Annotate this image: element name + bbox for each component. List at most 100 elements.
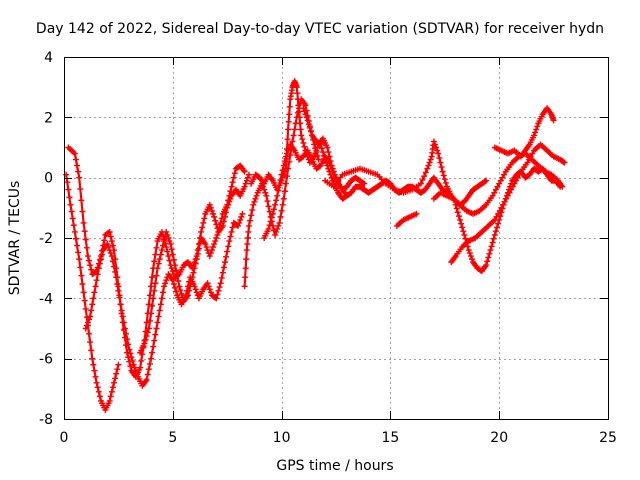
data-point-marker — [261, 186, 268, 193]
y-tick-label: -2 — [39, 231, 53, 247]
data-point-marker — [286, 103, 293, 110]
data-point-marker — [216, 224, 223, 231]
data-point-marker — [223, 253, 230, 260]
data-point-marker — [118, 307, 125, 314]
data-point-marker — [218, 215, 225, 222]
data-point-marker — [200, 219, 207, 226]
plot-frame — [64, 57, 609, 420]
data-point-marker — [111, 379, 118, 386]
data-point-marker — [436, 155, 443, 162]
data-point-marker — [86, 330, 93, 337]
data-point-marker — [245, 222, 252, 229]
data-point-marker — [87, 262, 94, 269]
data-point-marker — [304, 117, 311, 124]
data-point-marker — [550, 117, 557, 124]
data-point-marker — [231, 170, 238, 177]
data-point-marker — [245, 228, 252, 235]
data-point-marker — [108, 388, 115, 395]
data-point-marker — [173, 288, 180, 295]
data-point-marker — [533, 126, 540, 133]
data-point-marker — [90, 361, 97, 368]
data-point-marker — [114, 366, 121, 373]
data-point-marker — [311, 153, 318, 160]
data-point-marker — [228, 183, 235, 190]
data-point-marker — [211, 241, 218, 248]
data-point-marker — [83, 322, 90, 329]
x-axis-label: GPS time / hours — [276, 458, 393, 474]
data-point-marker — [151, 287, 158, 294]
data-point-marker — [208, 207, 215, 214]
data-point-marker — [243, 256, 250, 263]
data-point-marker — [527, 153, 534, 160]
data-point-marker — [160, 289, 167, 296]
data-point-marker — [113, 274, 120, 281]
data-point-marker — [225, 197, 232, 204]
data-point-marker — [281, 188, 288, 195]
data-point-marker — [151, 337, 158, 344]
data-point-marker — [161, 238, 168, 245]
data-point-marker — [157, 251, 164, 258]
data-point-marker — [202, 241, 209, 248]
data-point-marker — [210, 210, 217, 217]
data-point-marker — [285, 118, 292, 125]
data-point-marker — [155, 260, 162, 267]
data-point-marker — [167, 241, 174, 248]
data-point-marker — [89, 301, 96, 308]
data-point-marker — [457, 216, 464, 223]
data-point-marker — [422, 169, 429, 176]
data-point-marker — [133, 370, 140, 377]
x-tick-label: 20 — [490, 430, 508, 446]
data-point-marker — [79, 208, 86, 215]
series-sat-b — [63, 171, 122, 413]
data-point-marker — [454, 209, 461, 216]
data-point-marker — [150, 343, 157, 350]
data-point-marker — [239, 210, 246, 217]
data-point-marker — [68, 208, 75, 215]
data-point-marker — [245, 171, 252, 178]
data-point-marker — [295, 102, 302, 109]
data-point-marker — [272, 231, 279, 238]
data-point-marker — [192, 260, 199, 267]
data-point-marker — [294, 90, 301, 97]
data-point-marker — [166, 257, 173, 264]
data-point-marker — [86, 316, 93, 323]
data-point-marker — [281, 158, 288, 165]
data-point-marker — [452, 201, 459, 208]
data-point-marker — [282, 153, 289, 160]
data-point-marker — [265, 203, 272, 210]
data-point-marker — [205, 283, 212, 290]
data-point-marker — [248, 212, 255, 219]
x-tick-label: 10 — [273, 430, 291, 446]
data-point-marker — [489, 192, 496, 199]
data-point-marker — [265, 225, 272, 232]
data-point-marker — [153, 325, 160, 332]
data-point-marker — [242, 265, 249, 272]
data-point-marker — [91, 289, 98, 296]
data-point-marker — [195, 245, 202, 252]
data-point-marker — [488, 243, 495, 250]
data-point-marker — [458, 220, 465, 227]
data-point-marker — [80, 219, 87, 226]
data-point-marker — [170, 256, 177, 263]
data-point-marker — [129, 357, 136, 364]
data-point-marker — [107, 250, 114, 257]
data-point-marker — [106, 228, 113, 235]
data-point-marker — [501, 198, 508, 205]
y-tick-label: -6 — [39, 352, 53, 368]
data-point-marker — [509, 183, 516, 190]
data-point-marker — [264, 198, 271, 205]
data-series — [63, 78, 568, 413]
data-point-marker — [439, 168, 446, 175]
data-point-marker — [424, 165, 431, 172]
data-point-marker — [284, 150, 291, 157]
data-point-marker — [524, 159, 531, 166]
chart-title: Day 142 of 2022, Sidereal Day-to-day VTE… — [36, 21, 604, 37]
data-point-marker — [124, 336, 131, 343]
data-point-marker — [262, 189, 269, 196]
data-point-marker — [244, 235, 251, 241]
data-point-marker — [302, 102, 309, 109]
data-point-marker — [163, 228, 170, 235]
data-point-marker — [506, 189, 513, 196]
data-point-marker — [173, 267, 180, 274]
data-point-marker — [227, 233, 234, 240]
